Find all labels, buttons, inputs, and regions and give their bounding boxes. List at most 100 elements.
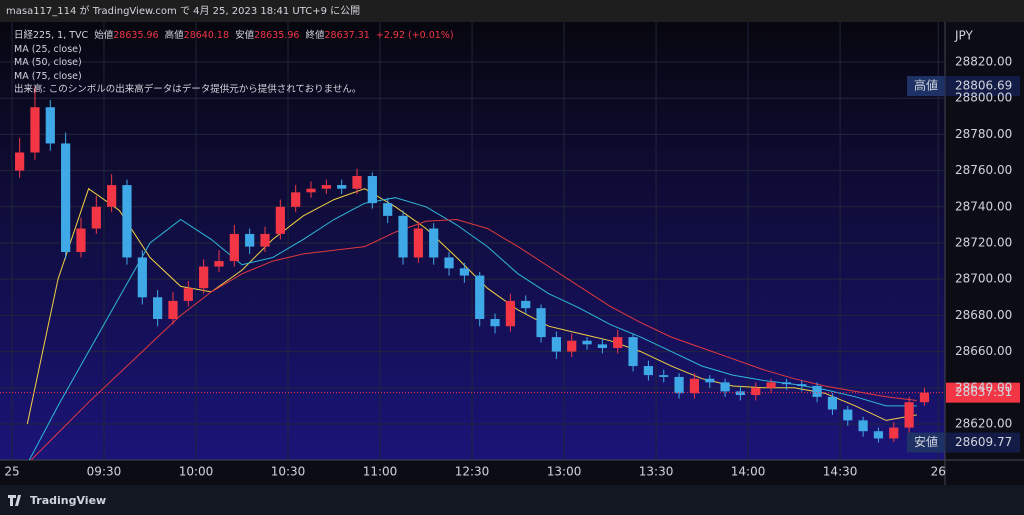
candle-body xyxy=(137,257,147,298)
price-tag-value: 28637.31 xyxy=(955,385,1012,399)
x-tick-label: 11:00 xyxy=(363,465,398,479)
candle-body xyxy=(597,344,607,348)
y-tick-label: 28820.00 xyxy=(955,54,1012,68)
candle-body xyxy=(107,185,117,207)
candle-body xyxy=(567,340,577,352)
x-tick-label: 13:30 xyxy=(639,465,674,479)
candle-body xyxy=(245,233,255,247)
tag-label-box xyxy=(907,432,945,453)
y-tick-label: 28720.00 xyxy=(955,235,1012,249)
candle-body xyxy=(61,143,71,253)
candle-body xyxy=(398,215,408,258)
x-tick-label: 14:00 xyxy=(731,465,766,479)
candle-body xyxy=(674,376,684,394)
candle-body xyxy=(505,300,515,327)
x-tick-label: 25 xyxy=(4,465,19,479)
candle-body xyxy=(643,366,654,376)
candle-body xyxy=(781,382,792,385)
currency: JPY xyxy=(954,29,974,43)
candle-body xyxy=(735,391,746,396)
change: +2.92 (+0.01%) xyxy=(375,30,454,41)
label: 終値 xyxy=(305,30,325,41)
candle-body xyxy=(751,387,761,396)
candle-body xyxy=(582,340,592,345)
candle-body xyxy=(889,427,899,439)
candle-body xyxy=(153,297,163,320)
y-tick-label: 28640.00 xyxy=(955,380,1012,394)
candle-body xyxy=(475,275,485,320)
candle-body xyxy=(45,107,55,144)
candle-body xyxy=(459,268,469,276)
price-tag xyxy=(946,76,1020,97)
moving-averages xyxy=(26,187,917,460)
candle-body xyxy=(214,261,224,267)
top-bar xyxy=(0,0,1024,22)
y-tick-label: 28760.00 xyxy=(955,163,1012,177)
candle-body xyxy=(291,192,301,207)
candle-body xyxy=(76,228,86,253)
tag-label-box xyxy=(907,76,945,97)
price-tag-value: 28609.77 xyxy=(955,435,1012,449)
candle-body xyxy=(444,257,454,269)
candle-body xyxy=(229,233,239,262)
tag-label: 安値 xyxy=(914,434,938,449)
grid xyxy=(0,22,945,460)
candle-body xyxy=(275,206,285,234)
footer-bar xyxy=(0,486,1024,515)
candle-body xyxy=(490,319,500,327)
y-tick-label: 28680.00 xyxy=(955,308,1012,322)
candle-body xyxy=(873,431,884,439)
candle-body xyxy=(337,185,347,189)
brand: TradingView xyxy=(30,494,106,507)
candle-body xyxy=(766,382,776,388)
candle-body xyxy=(858,420,868,432)
logo xyxy=(8,495,21,506)
candle-body xyxy=(168,300,178,320)
price-tag xyxy=(946,382,1020,403)
x-tick-label: 13:00 xyxy=(547,465,582,479)
x-tick-label: 10:30 xyxy=(271,465,306,479)
candle-body xyxy=(367,176,377,204)
moving-average xyxy=(30,218,917,460)
y-tick-label: 28800.00 xyxy=(955,91,1012,105)
candle-body xyxy=(628,337,638,367)
moving-average xyxy=(28,197,917,460)
candle-body xyxy=(413,228,423,258)
publish-info: masa117_114 が TradingView.com で 4月 25, 2… xyxy=(6,4,360,17)
candle-body xyxy=(689,378,700,394)
candle-body xyxy=(306,188,316,193)
tag-label: 高値 xyxy=(914,78,938,93)
candle-body xyxy=(720,382,730,392)
candle-body xyxy=(659,375,669,377)
symbol: 日経225, 1, TVC xyxy=(14,30,89,41)
candle-body xyxy=(705,378,715,383)
y-tick-label: 28780.00 xyxy=(955,127,1012,141)
candle-body xyxy=(429,228,439,258)
label: 安値 xyxy=(235,30,255,41)
value: 28637.31 xyxy=(324,30,370,41)
candle-body xyxy=(536,308,546,338)
y-tick-label: 28660.00 xyxy=(955,344,1012,358)
candle-body xyxy=(843,409,853,421)
indicator: MA (75, close) xyxy=(14,70,82,82)
x-tick-label: 12:30 xyxy=(455,465,490,479)
candle-body xyxy=(30,107,40,153)
volume-note: 出来高: このシンボルの出来高データはデータ提供元から提供されておりません。 xyxy=(14,84,362,95)
value: 28640.18 xyxy=(183,30,230,41)
y-tick-label: 28740.00 xyxy=(955,199,1012,213)
candle-body xyxy=(383,203,393,216)
moving-average xyxy=(26,187,917,425)
candle-body xyxy=(352,176,362,189)
value: 28635.96 xyxy=(254,30,300,41)
label: 始値 xyxy=(94,30,114,41)
candle-body xyxy=(521,300,531,309)
candle-body xyxy=(321,185,331,189)
candle-body xyxy=(797,384,807,386)
y-tick-label: 28620.00 xyxy=(955,416,1012,430)
candle-body xyxy=(183,288,193,301)
x-tick-label: 26 xyxy=(931,465,946,479)
y-tick-label: 28700.00 xyxy=(955,272,1012,286)
candle-body xyxy=(260,233,270,247)
